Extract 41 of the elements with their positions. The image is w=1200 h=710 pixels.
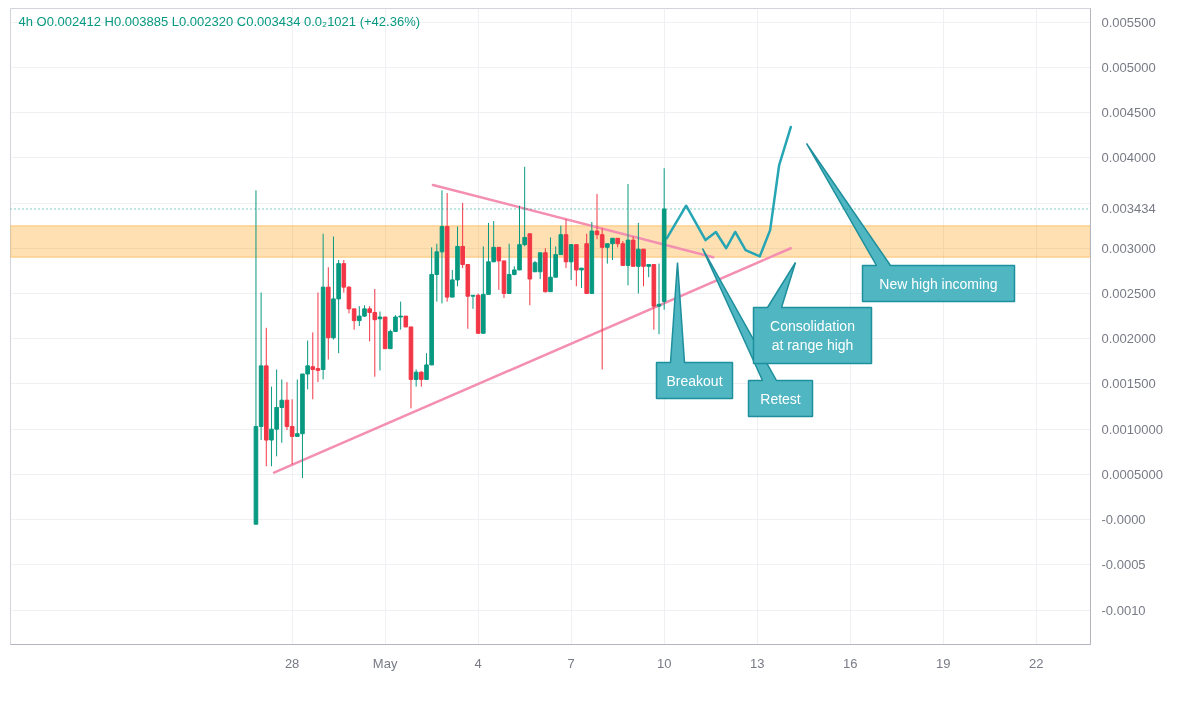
- y-tick-label: 0.005000: [1101, 59, 1156, 75]
- annotation: Retest: [760, 390, 801, 407]
- y-tick-label: 0.001500: [1101, 376, 1156, 392]
- candlestick: [641, 248, 646, 287]
- candlestick: [537, 252, 543, 280]
- candlestick: [470, 294, 476, 310]
- y-tick-label: 0.002000: [1101, 331, 1156, 347]
- ref-line-label: 0.003434: [1101, 201, 1156, 217]
- x-tick-label: 28: [284, 655, 300, 671]
- x-tick-label: 10: [656, 655, 672, 671]
- x-tick-label: 16: [842, 655, 858, 671]
- y-tick-label: -0.0010: [1101, 602, 1146, 618]
- annotation: New high incoming: [879, 275, 998, 292]
- y-tick-label: -0.0005: [1101, 557, 1146, 573]
- candlestick: [377, 311, 383, 371]
- y-tick-label: -0.0000: [1101, 512, 1146, 528]
- y-tick-label: 0.005500: [1101, 14, 1156, 30]
- annotation: Breakout: [666, 372, 723, 389]
- candlestick: [656, 263, 662, 335]
- x-tick-label: 22: [1029, 655, 1044, 671]
- y-tick-label: 0.0005000: [1101, 466, 1163, 482]
- x-tick-label: May: [372, 655, 398, 671]
- y-tick-label: 0.004000: [1101, 150, 1156, 166]
- y-tick-label: 0.003000: [1101, 240, 1156, 256]
- y-tick-label: 0.0010000: [1101, 421, 1163, 437]
- x-tick-label: 13: [749, 655, 765, 671]
- x-tick-label: 7: [567, 655, 575, 671]
- x-tick-label: 19: [936, 655, 951, 671]
- x-tick-label: 4: [474, 655, 482, 671]
- candlestick: [636, 222, 641, 294]
- annotation: Consolidation at range high: [770, 317, 855, 354]
- candlestick: [496, 246, 502, 291]
- candlestick: [289, 398, 295, 465]
- candlestick: [310, 331, 316, 400]
- candlestick: [568, 244, 574, 281]
- y-tick-label: 0.002500: [1101, 285, 1156, 301]
- y-tick-label: 0.004500: [1101, 105, 1156, 121]
- candlestick: [599, 227, 605, 370]
- candlestick: [413, 368, 419, 388]
- candlestick: [579, 267, 584, 289]
- chart-title: 4h O0.002412 H0.003885 L0.002320 C0.003434 0.0₂1021 (+42.36%): [18, 13, 421, 29]
